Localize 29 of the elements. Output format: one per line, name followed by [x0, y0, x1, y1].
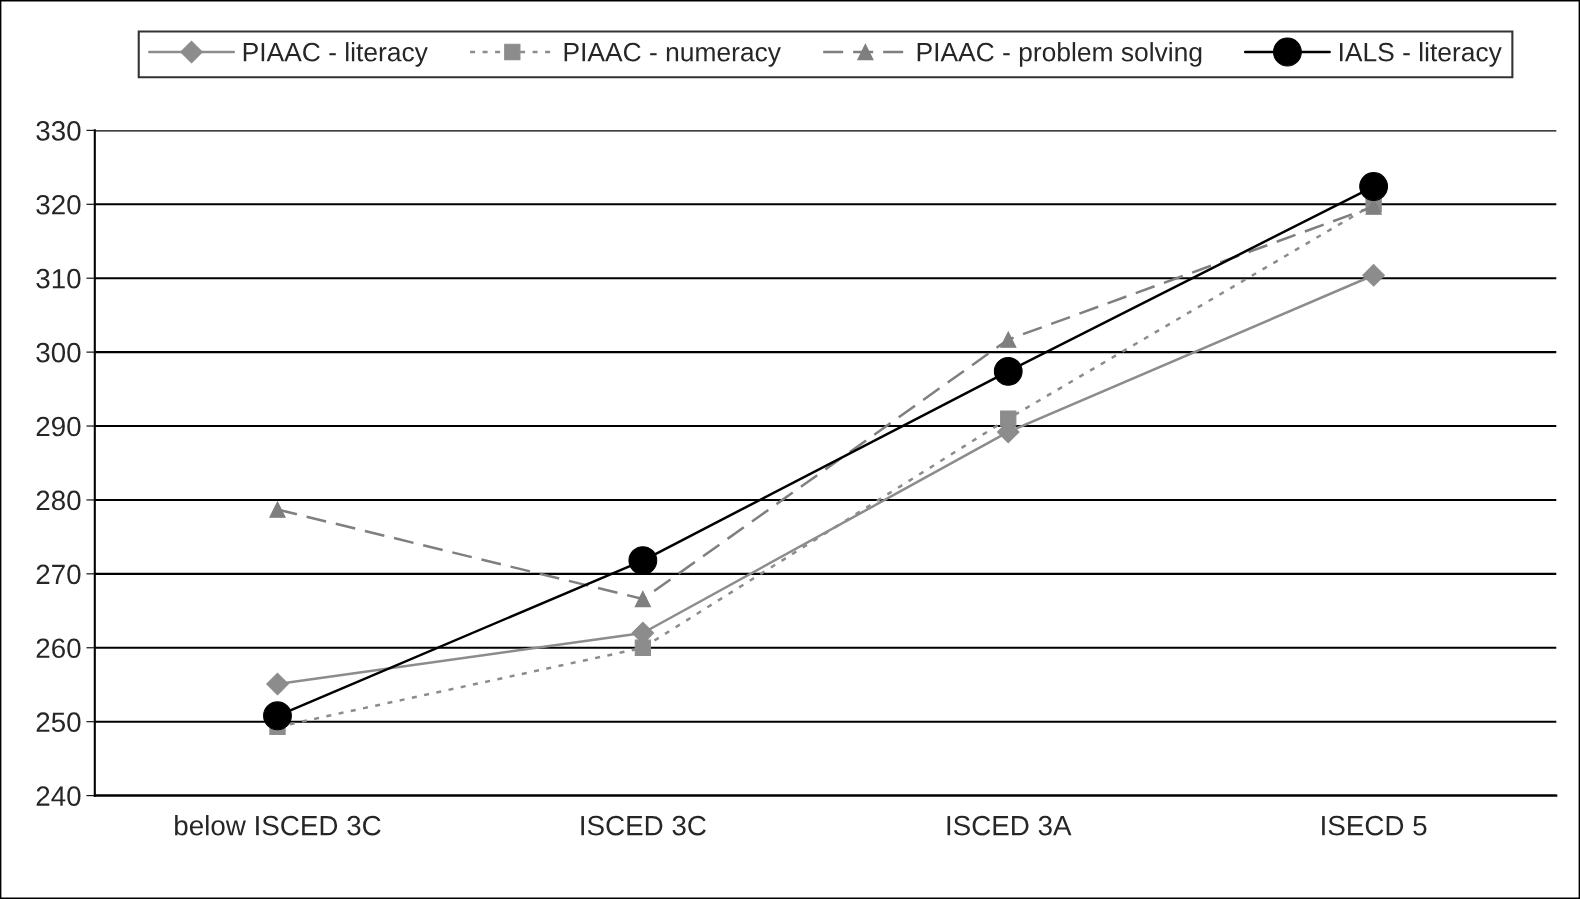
point	[993, 356, 1023, 386]
point	[634, 639, 652, 656]
legend-label: PIAAC - numeracy	[564, 42, 781, 67]
y-tick-label: 240	[36, 786, 81, 806]
y-tick-label: 270	[36, 564, 81, 585]
x-tick-label: ISCED 3C	[581, 815, 706, 836]
point	[628, 546, 658, 575]
point	[263, 701, 292, 731]
point	[1362, 263, 1385, 287]
legend-label: IALS - literacy	[1340, 42, 1502, 67]
y-tick-label: 300	[36, 342, 81, 363]
x-tick-label: ISECD 5	[1322, 815, 1427, 836]
legend-label: PIAAC - literacy	[243, 42, 428, 67]
y-tick-label: 250	[36, 712, 81, 733]
point	[266, 672, 289, 696]
y-tick-label: 310	[36, 268, 81, 289]
point	[1000, 410, 1017, 427]
legend-label: PIAAC - problem solving	[917, 42, 1202, 67]
point	[634, 590, 652, 608]
point	[1359, 172, 1389, 201]
y-tick-label: 330	[36, 121, 81, 141]
x-tick-label: below ISCED 3C	[175, 815, 381, 836]
y-tick-label: 320	[36, 194, 81, 215]
point	[1000, 331, 1017, 348]
x-tick-label: ISCED 3A	[947, 815, 1072, 836]
y-tick-label: 280	[36, 490, 81, 511]
point	[269, 501, 286, 518]
y-tick-label: 290	[36, 416, 81, 437]
y-tick-label: 260	[36, 638, 81, 659]
